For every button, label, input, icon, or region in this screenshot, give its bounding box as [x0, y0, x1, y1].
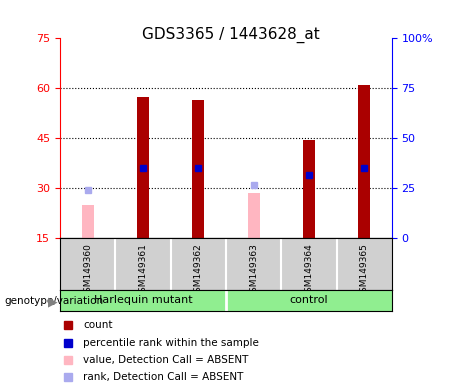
- Text: GSM149362: GSM149362: [194, 243, 203, 298]
- Text: count: count: [83, 320, 113, 330]
- Bar: [82, 205, 94, 238]
- Text: GSM149360: GSM149360: [83, 243, 92, 298]
- Text: value, Detection Call = ABSENT: value, Detection Call = ABSENT: [83, 355, 249, 365]
- Text: GSM149361: GSM149361: [138, 243, 148, 298]
- Text: GSM149365: GSM149365: [360, 243, 369, 298]
- Text: GDS3365 / 1443628_at: GDS3365 / 1443628_at: [142, 27, 319, 43]
- Text: genotype/variation: genotype/variation: [5, 296, 104, 306]
- Text: ▶: ▶: [48, 295, 58, 308]
- Text: GSM149364: GSM149364: [304, 243, 313, 298]
- Text: control: control: [290, 295, 328, 306]
- Text: rank, Detection Call = ABSENT: rank, Detection Call = ABSENT: [83, 372, 244, 382]
- Bar: [248, 193, 260, 238]
- Text: percentile rank within the sample: percentile rank within the sample: [83, 338, 260, 348]
- Bar: [192, 100, 204, 238]
- Bar: [303, 140, 315, 238]
- Text: Harlequin mutant: Harlequin mutant: [94, 295, 192, 306]
- Text: GSM149363: GSM149363: [249, 243, 258, 298]
- Bar: [358, 85, 370, 238]
- Bar: [137, 97, 149, 238]
